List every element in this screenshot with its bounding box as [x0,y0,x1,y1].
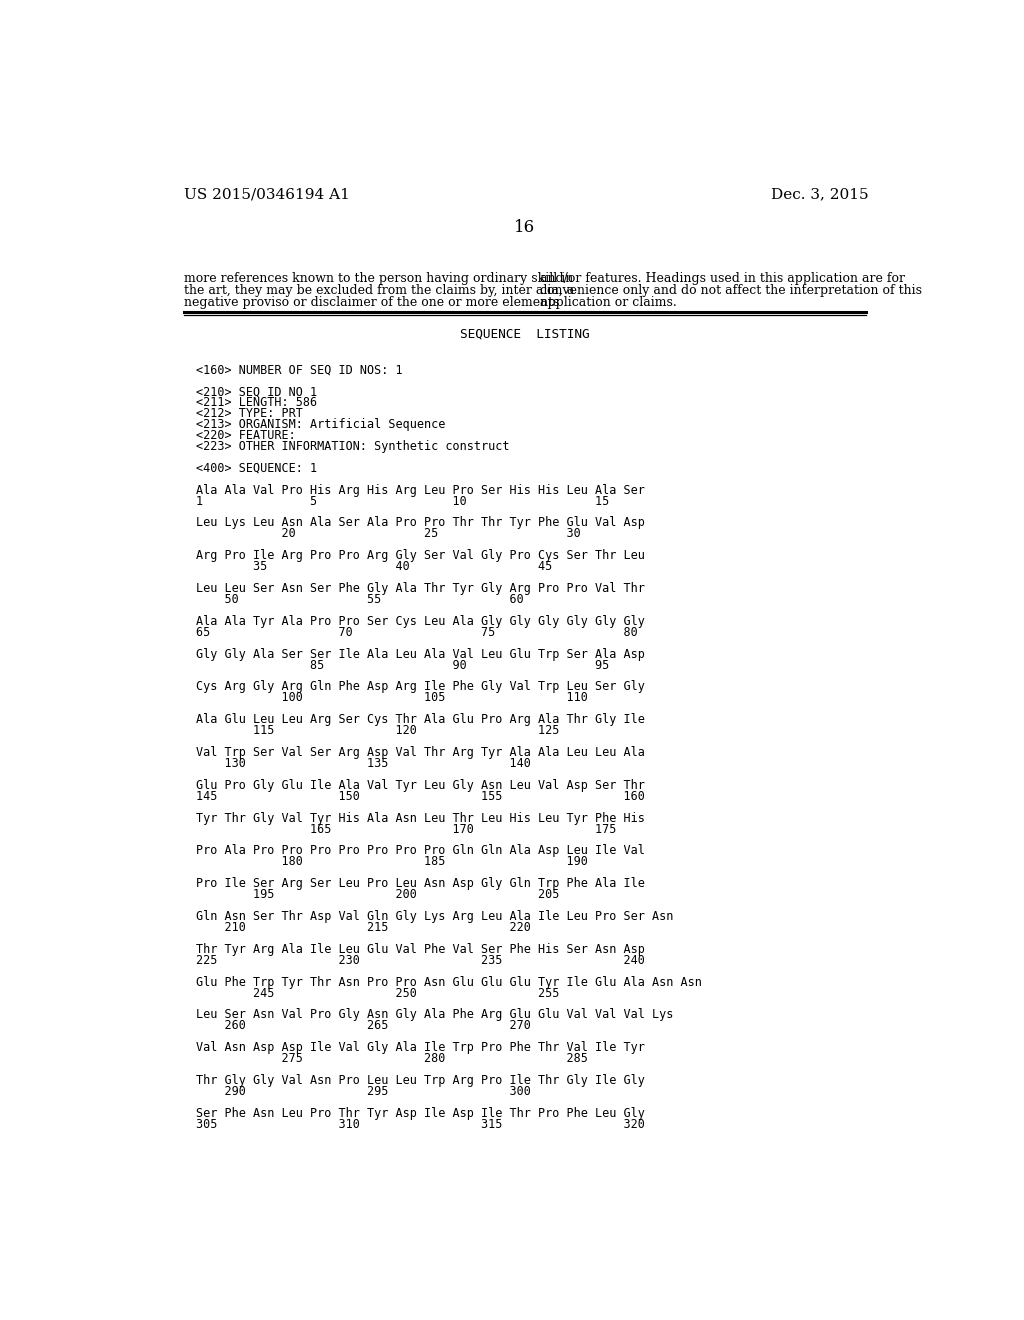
Text: 260                 265                 270: 260 265 270 [197,1019,531,1032]
Text: <400> SEQUENCE: 1: <400> SEQUENCE: 1 [197,462,317,475]
Text: 35                  40                  45: 35 40 45 [197,560,553,573]
Text: <211> LENGTH: 586: <211> LENGTH: 586 [197,396,317,409]
Text: Arg Pro Ile Arg Pro Pro Arg Gly Ser Val Gly Pro Cys Ser Thr Leu: Arg Pro Ile Arg Pro Pro Arg Gly Ser Val … [197,549,645,562]
Text: Ser Phe Asn Leu Pro Thr Tyr Asp Ile Asp Ile Thr Pro Phe Leu Gly: Ser Phe Asn Leu Pro Thr Tyr Asp Ile Asp … [197,1107,645,1119]
Text: 225                 230                 235                 240: 225 230 235 240 [197,954,645,966]
Text: Gln Asn Ser Thr Asp Val Gln Gly Lys Arg Leu Ala Ile Leu Pro Ser Asn: Gln Asn Ser Thr Asp Val Gln Gly Lys Arg … [197,909,674,923]
Text: Glu Phe Trp Tyr Thr Asn Pro Pro Asn Glu Glu Glu Tyr Ile Glu Ala Asn Asn: Glu Phe Trp Tyr Thr Asn Pro Pro Asn Glu … [197,975,702,989]
Text: 145                 150                 155                 160: 145 150 155 160 [197,789,645,803]
Text: convenience only and do not affect the interpretation of this: convenience only and do not affect the i… [541,284,923,297]
Text: 275                 280                 285: 275 280 285 [197,1052,588,1065]
Text: Cys Arg Gly Arg Gln Phe Asp Arg Ile Phe Gly Val Trp Leu Ser Gly: Cys Arg Gly Arg Gln Phe Asp Arg Ile Phe … [197,681,645,693]
Text: 65                  70                  75                  80: 65 70 75 80 [197,626,638,639]
Text: Ala Ala Val Pro His Arg His Arg Leu Pro Ser His His Leu Ala Ser: Ala Ala Val Pro His Arg His Arg Leu Pro … [197,483,645,496]
Text: <210> SEQ ID NO 1: <210> SEQ ID NO 1 [197,385,317,399]
Text: 180                 185                 190: 180 185 190 [197,855,588,869]
Text: Leu Lys Leu Asn Ala Ser Ala Pro Pro Thr Thr Tyr Phe Glu Val Asp: Leu Lys Leu Asn Ala Ser Ala Pro Pro Thr … [197,516,645,529]
Text: 85                  90                  95: 85 90 95 [197,659,609,672]
Text: Ala Ala Tyr Ala Pro Pro Ser Cys Leu Ala Gly Gly Gly Gly Gly Gly: Ala Ala Tyr Ala Pro Pro Ser Cys Leu Ala … [197,615,645,628]
Text: SEQUENCE  LISTING: SEQUENCE LISTING [460,327,590,341]
Text: <212> TYPE: PRT: <212> TYPE: PRT [197,407,303,420]
Text: 50                  55                  60: 50 55 60 [197,593,524,606]
Text: Leu Leu Ser Asn Ser Phe Gly Ala Thr Tyr Gly Arg Pro Pro Val Thr: Leu Leu Ser Asn Ser Phe Gly Ala Thr Tyr … [197,582,645,595]
Text: 20                  25                  30: 20 25 30 [197,528,581,540]
Text: <220> FEATURE:: <220> FEATURE: [197,429,296,442]
Text: 165                 170                 175: 165 170 175 [197,822,616,836]
Text: 115                 120                 125: 115 120 125 [197,725,559,737]
Text: Ala Glu Leu Leu Arg Ser Cys Thr Ala Glu Pro Arg Ala Thr Gly Ile: Ala Glu Leu Leu Arg Ser Cys Thr Ala Glu … [197,713,645,726]
Text: 100                 105                 110: 100 105 110 [197,692,588,705]
Text: Val Asn Asp Asp Ile Val Gly Ala Ile Trp Pro Phe Thr Val Ile Tyr: Val Asn Asp Asp Ile Val Gly Ala Ile Trp … [197,1041,645,1055]
Text: Pro Ile Ser Arg Ser Leu Pro Leu Asn Asp Gly Gln Trp Phe Ala Ile: Pro Ile Ser Arg Ser Leu Pro Leu Asn Asp … [197,878,645,890]
Text: Tyr Thr Gly Val Tyr His Ala Asn Leu Thr Leu His Leu Tyr Phe His: Tyr Thr Gly Val Tyr His Ala Asn Leu Thr … [197,812,645,825]
Text: Thr Gly Gly Val Asn Pro Leu Leu Trp Arg Pro Ile Thr Gly Ile Gly: Thr Gly Gly Val Asn Pro Leu Leu Trp Arg … [197,1074,645,1088]
Text: 210                 215                 220: 210 215 220 [197,921,531,935]
Text: Pro Ala Pro Pro Pro Pro Pro Pro Pro Gln Gln Ala Asp Leu Ile Val: Pro Ala Pro Pro Pro Pro Pro Pro Pro Gln … [197,845,645,858]
Text: application or claims.: application or claims. [541,296,677,309]
Text: negative proviso or disclaimer of the one or more elements: negative proviso or disclaimer of the on… [183,296,559,309]
Text: Leu Ser Asn Val Pro Gly Asn Gly Ala Phe Arg Glu Glu Val Val Val Lys: Leu Ser Asn Val Pro Gly Asn Gly Ala Phe … [197,1008,674,1022]
Text: Glu Pro Gly Glu Ile Ala Val Tyr Leu Gly Asn Leu Val Asp Ser Thr: Glu Pro Gly Glu Ile Ala Val Tyr Leu Gly … [197,779,645,792]
Text: more references known to the person having ordinary skill in: more references known to the person havi… [183,272,573,285]
Text: Dec. 3, 2015: Dec. 3, 2015 [771,187,869,202]
Text: Val Trp Ser Val Ser Arg Asp Val Thr Arg Tyr Ala Ala Leu Leu Ala: Val Trp Ser Val Ser Arg Asp Val Thr Arg … [197,746,645,759]
Text: <213> ORGANISM: Artificial Sequence: <213> ORGANISM: Artificial Sequence [197,418,445,432]
Text: US 2015/0346194 A1: US 2015/0346194 A1 [183,187,349,202]
Text: 1               5                   10                  15: 1 5 10 15 [197,495,609,508]
Text: <223> OTHER INFORMATION: Synthetic construct: <223> OTHER INFORMATION: Synthetic const… [197,440,510,453]
Text: 290                 295                 300: 290 295 300 [197,1085,531,1098]
Text: and/or features. Headings used in this application are for: and/or features. Headings used in this a… [541,272,905,285]
Text: 195                 200                 205: 195 200 205 [197,888,559,902]
Text: the art, they may be excluded from the claims by, inter alia, a: the art, they may be excluded from the c… [183,284,574,297]
Text: Gly Gly Ala Ser Ser Ile Ala Leu Ala Val Leu Glu Trp Ser Ala Asp: Gly Gly Ala Ser Ser Ile Ala Leu Ala Val … [197,648,645,660]
Text: Thr Tyr Arg Ala Ile Leu Glu Val Phe Val Ser Phe His Ser Asn Asp: Thr Tyr Arg Ala Ile Leu Glu Val Phe Val … [197,942,645,956]
Text: <160> NUMBER OF SEQ ID NOS: 1: <160> NUMBER OF SEQ ID NOS: 1 [197,363,402,376]
Text: 245                 250                 255: 245 250 255 [197,986,559,999]
Text: 130                 135                 140: 130 135 140 [197,756,531,770]
Text: 16: 16 [514,219,536,235]
Text: 305                 310                 315                 320: 305 310 315 320 [197,1118,645,1131]
